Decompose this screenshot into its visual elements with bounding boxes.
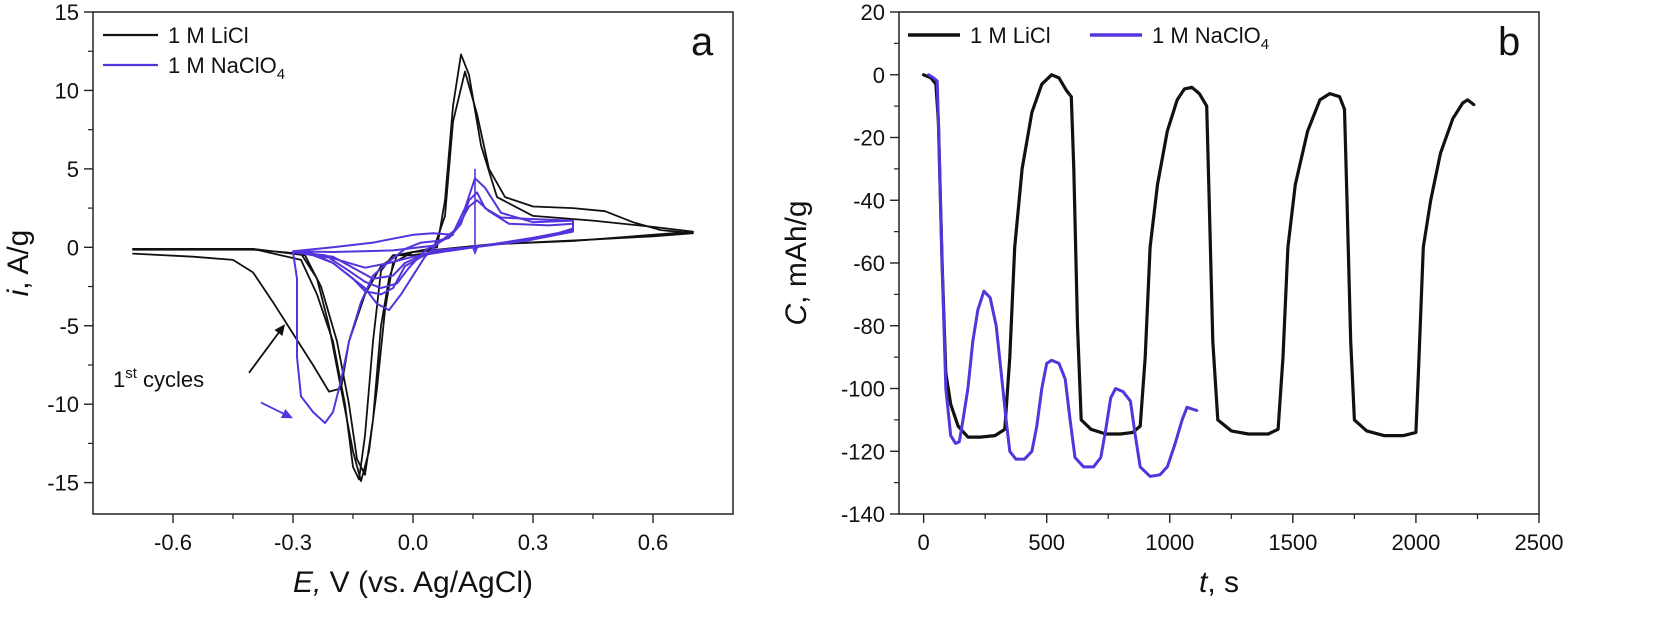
xtick-label-b-4: 2000 (1391, 530, 1440, 555)
panel-a-ticks: -0.6 -0.3 0.0 0.3 0.6 -15 -10 -5 0 5 10 15 (47, 0, 668, 555)
ytick-label-b-5: -40 (853, 188, 885, 213)
ytick-label-b-3: -80 (853, 314, 885, 339)
series-b-1-curve-0 (927, 73, 1199, 478)
ytick-label-b-0: -140 (841, 502, 885, 527)
panel-a-ylabel-rest: , A/g (2, 230, 35, 290)
panel-b-xlabel-rest: , s (1207, 566, 1239, 599)
series-a-0-curve-0 (132, 70, 694, 481)
panel-b-xlabel: t, s (1199, 566, 1239, 599)
panel-b-xlabel-italic: t (1199, 566, 1209, 599)
annotation-num: 1 (113, 367, 125, 392)
xtick-label-b-0: 0 (917, 530, 929, 555)
ytick-label-b-4: -60 (853, 251, 885, 276)
xtick-label-b-5: 2500 (1515, 530, 1564, 555)
panel-a-xlabel: E, V (vs. Ag/AgCl) (293, 566, 533, 599)
ytick-label-a-5: 10 (55, 78, 79, 103)
panel-a: -0.6 -0.3 0.0 0.3 0.6 -15 -10 -5 0 5 10 15 a 1 M Li… (2, 0, 734, 599)
xtick-label-a-3: 0.3 (518, 530, 549, 555)
legend-b-label-licl: 1 M LiCl (970, 23, 1051, 48)
panel-a-ylabel-italic: i (2, 288, 35, 296)
xtick-label-a-0: -0.6 (154, 530, 192, 555)
ytick-label-b-8: 20 (861, 0, 885, 25)
annotation-arrow-head-1 (280, 408, 293, 419)
series-b-0-curve-0 (922, 73, 1476, 439)
xtick-label-a-4: 0.6 (638, 530, 669, 555)
legend-a-naclo4-sub: 4 (277, 66, 285, 83)
ytick-label-a-6: 15 (55, 0, 79, 25)
panel-b-label: b (1498, 20, 1520, 64)
legend-b-label-naclo4: 1 M NaClO4 (1152, 23, 1269, 53)
legend-b-naclo4-sub: 4 (1261, 36, 1269, 53)
annotation-rest: cycles (137, 367, 204, 392)
xtick-label-b-2: 1000 (1145, 530, 1194, 555)
annotation-arrow-line-1 (260, 401, 284, 415)
annotation-arrow-line-0 (248, 332, 280, 374)
panel-a-series (132, 53, 694, 482)
panel-b-ylabel-rest: , mAh/g (780, 200, 813, 303)
panel-b-ylabel-italic: C (780, 304, 813, 326)
panel-b-ylabel: C, mAh/g (780, 200, 813, 325)
ytick-label-b-2: -100 (841, 377, 885, 402)
ytick-label-a-4: 5 (67, 157, 79, 182)
ytick-label-a-2: -5 (59, 314, 79, 339)
annotation-arrow-head-0 (274, 324, 285, 336)
panel-a-xlabel-rest: V (vs. Ag/AgCl) (321, 566, 533, 599)
annotation-first-cycles: 1st cycles (113, 365, 204, 392)
panel-a-label: a (691, 20, 714, 64)
series-a-1-curve-1 (292, 177, 574, 312)
ytick-label-b-7: 0 (873, 63, 885, 88)
ytick-label-b-1: -120 (841, 439, 885, 464)
series-a-1-curve-2 (292, 199, 574, 290)
legend-a-naclo4-main: 1 M NaClO (168, 53, 277, 78)
ytick-label-b-6: -20 (853, 126, 885, 151)
panel-a-xlabel-italic: E, (293, 566, 321, 599)
legend-b-naclo4-main: 1 M NaClO (1152, 23, 1261, 48)
panel-a-ylabel: i, A/g (2, 230, 35, 297)
xtick-label-a-1: -0.3 (274, 530, 312, 555)
annotation-sup: st (125, 365, 138, 382)
ytick-label-a-3: 0 (67, 235, 79, 260)
series-a-1-curve-0 (292, 191, 574, 424)
panel-b-ticks: 0 500 1000 1500 2000 2500 -140 -120 -100 -80 -60 -4… (841, 0, 1564, 555)
legend-a-label-licl: 1 M LiCl (168, 23, 249, 48)
panel-b-series (922, 73, 1476, 478)
ytick-label-a-0: -15 (47, 471, 79, 496)
xtick-label-b-3: 1500 (1268, 530, 1317, 555)
series-a-0-curve-1 (132, 53, 694, 482)
panel-a-annotation-arrows (248, 324, 293, 419)
xtick-label-b-1: 500 (1028, 530, 1065, 555)
panel-b-frame (898, 11, 1540, 515)
scan-direction-arrow-head (471, 245, 479, 256)
panel-b: 0 500 1000 1500 2000 2500 -140 -120 -100 -80 -60 -4… (780, 0, 1563, 599)
series-a-1-curve-3 (292, 232, 454, 253)
xtick-label-a-2: 0.0 (398, 530, 429, 555)
legend-a-label-naclo4: 1 M NaClO4 (168, 53, 285, 83)
ytick-label-a-1: -10 (47, 392, 79, 417)
